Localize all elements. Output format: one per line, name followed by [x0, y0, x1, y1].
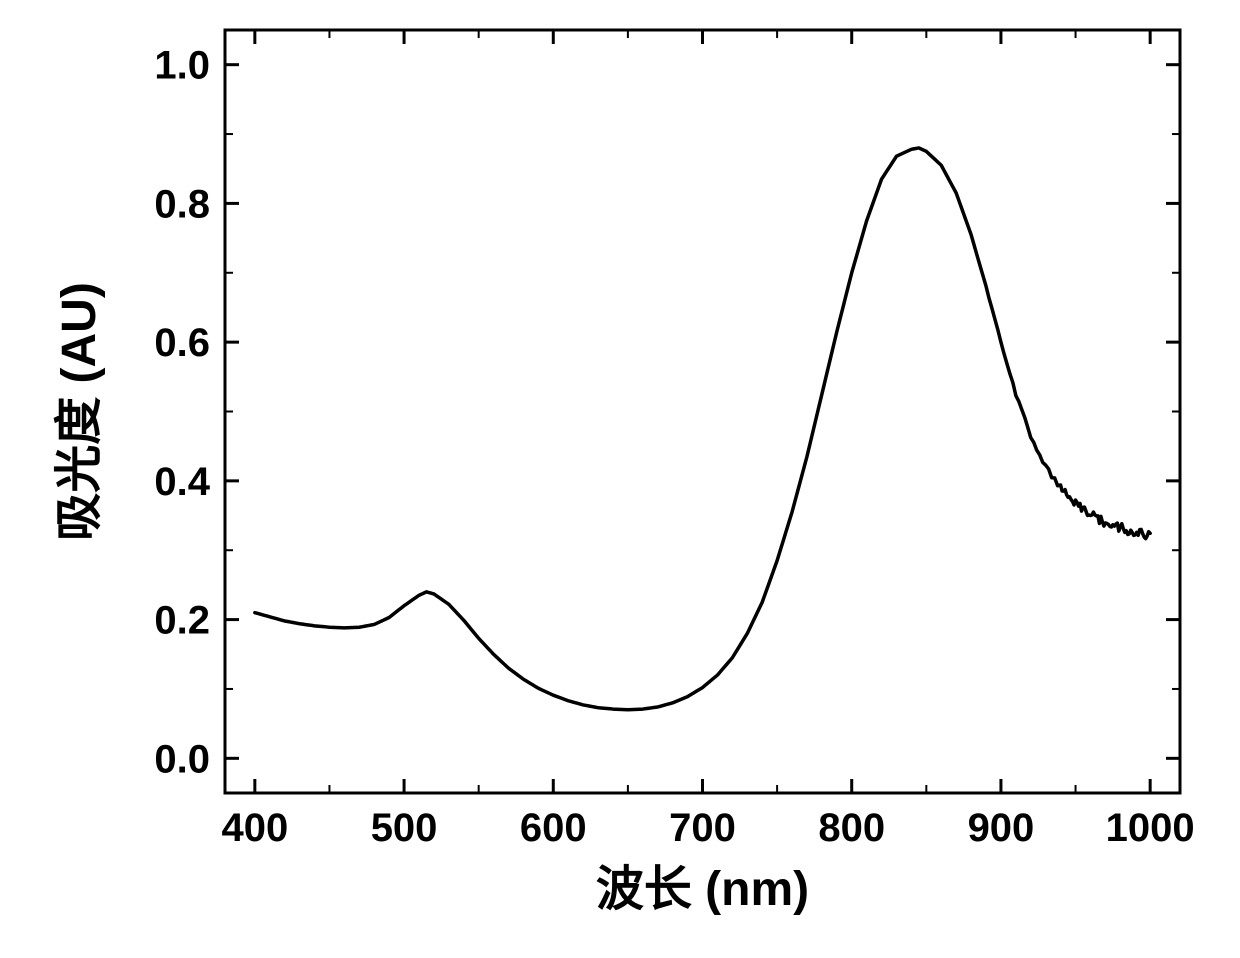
x-tick-label: 800 — [818, 806, 885, 850]
x-tick-label: 1000 — [1106, 806, 1195, 850]
x-tick-label: 400 — [221, 806, 288, 850]
x-tick-label: 700 — [669, 806, 736, 850]
y-tick-label: 0.6 — [154, 321, 210, 365]
x-axis-title: 波长 (nm) — [596, 863, 809, 916]
absorbance-chart: 400 500 600 700 800 900 1000 0.0 0.2 0.4 0.6 0.8 1.0… — [0, 0, 1240, 958]
y-tick-label: 0.0 — [154, 737, 210, 781]
y-tick-label: 0.4 — [154, 460, 210, 504]
y-tick-label: 0.8 — [154, 182, 210, 226]
x-tick-label: 600 — [520, 806, 587, 850]
y-axis-title: 吸光度 (AU) — [53, 282, 106, 541]
plot-frame — [225, 30, 1180, 793]
y-tick-label: 0.2 — [154, 599, 210, 643]
absorbance-series — [255, 148, 1150, 710]
x-tick-label: 500 — [371, 806, 438, 850]
x-tick-label: 900 — [968, 806, 1035, 850]
chart-container: 400 500 600 700 800 900 1000 0.0 0.2 0.4 0.6 0.8 1.0… — [0, 0, 1240, 958]
y-tick-label: 1.0 — [154, 44, 210, 88]
